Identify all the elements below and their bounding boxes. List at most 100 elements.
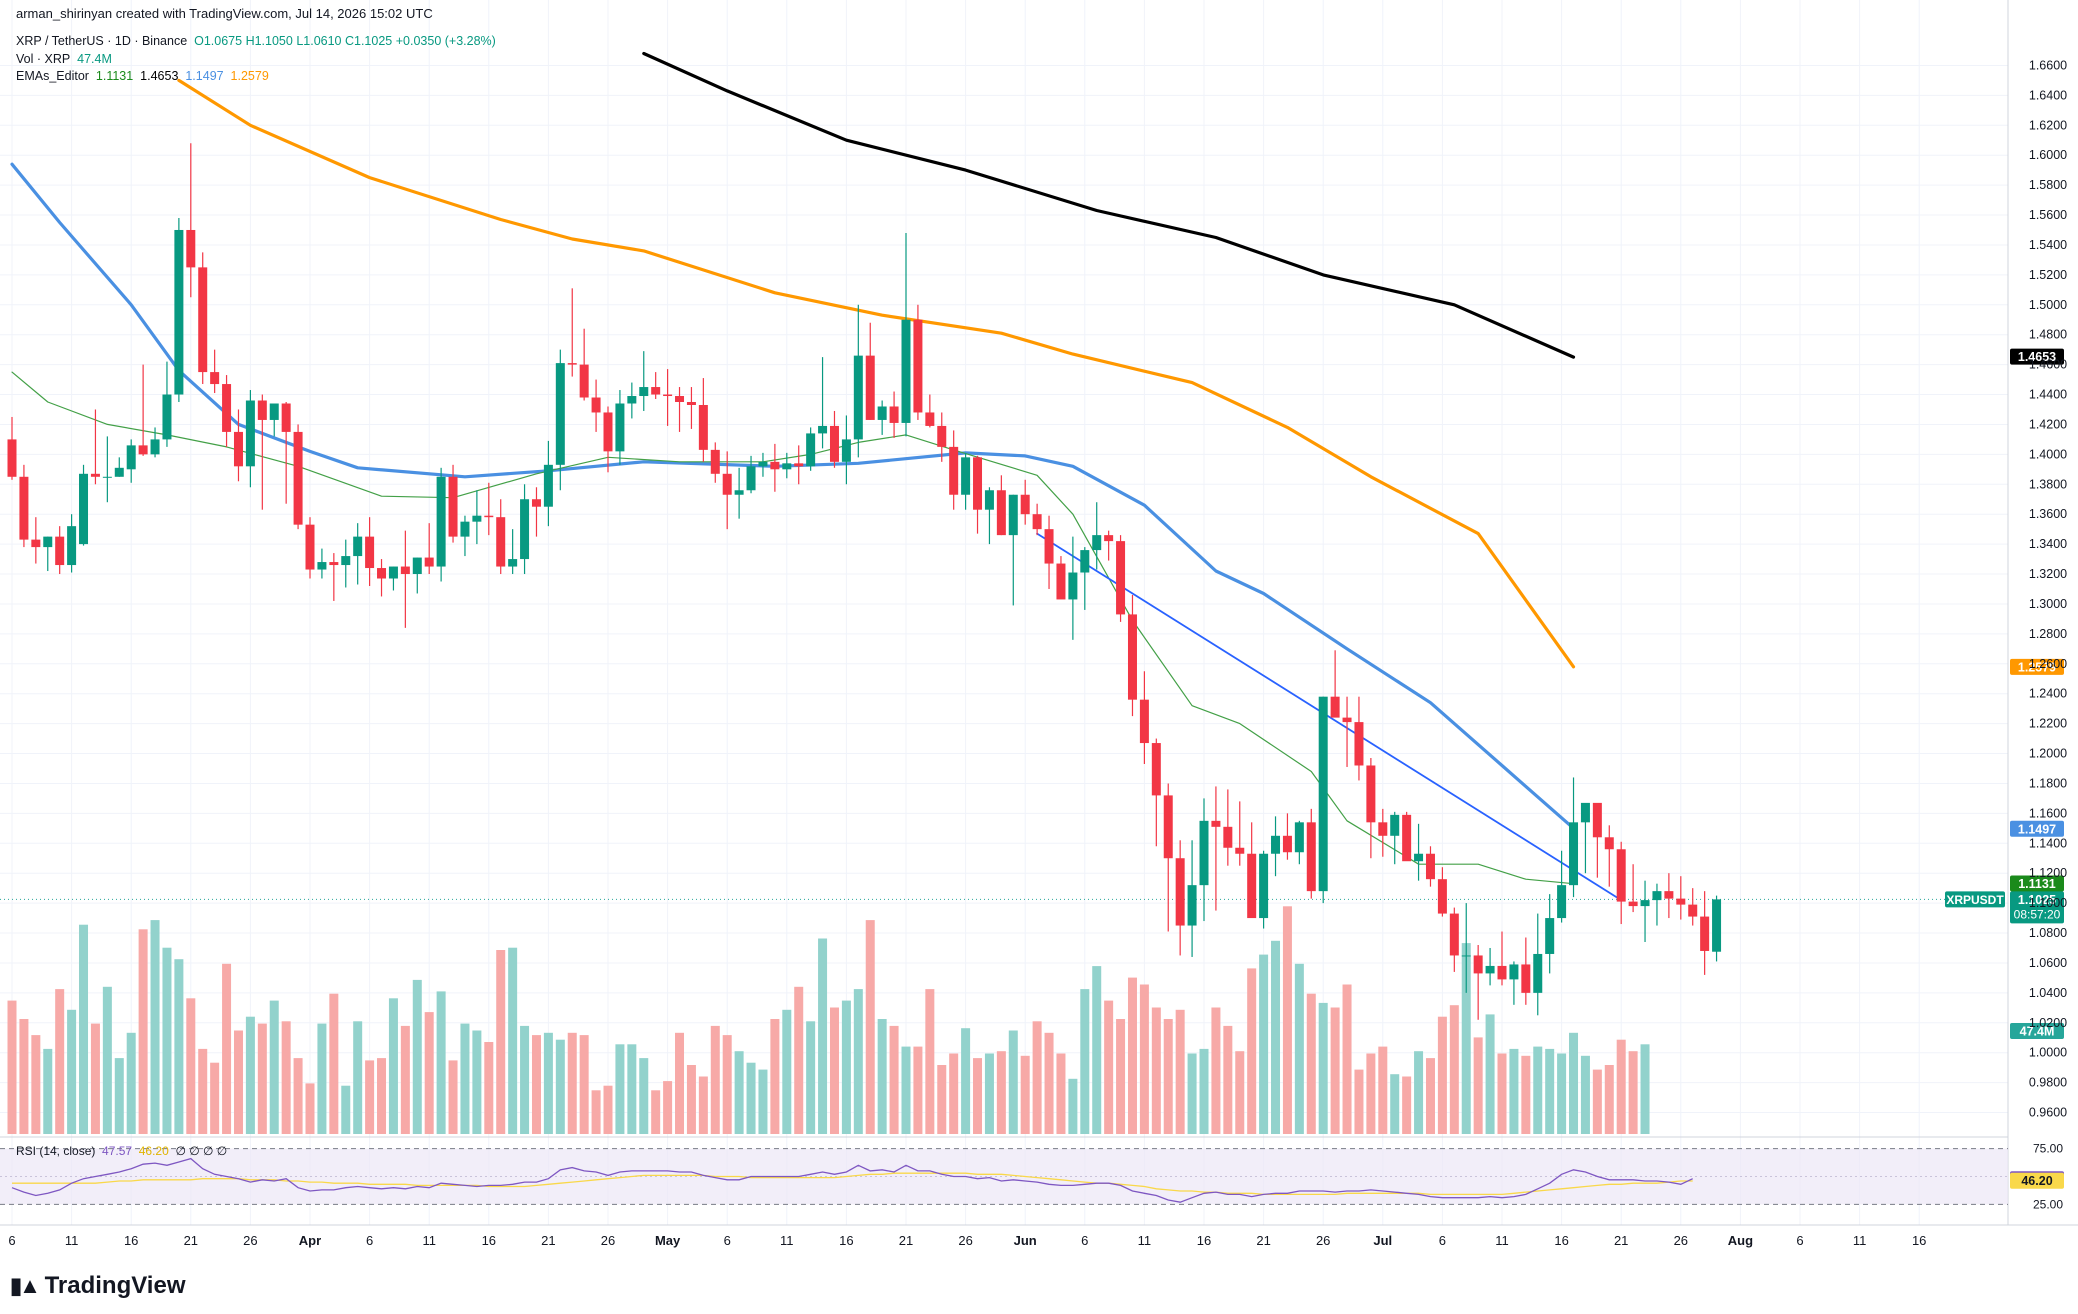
candle-body: [269, 403, 279, 420]
volume-bar: [686, 1065, 696, 1134]
volume-bar: [1020, 1055, 1030, 1134]
volume-bar: [317, 1023, 327, 1134]
candle-body: [245, 400, 255, 467]
candle-body: [377, 568, 387, 579]
time-axis-label: 11: [1138, 1233, 1152, 1248]
candle-body: [1676, 898, 1686, 905]
volume-legend[interactable]: Vol · XRP 47.4M: [16, 51, 112, 67]
volume-bar: [1080, 989, 1090, 1134]
volume-bar: [865, 920, 875, 1134]
candle-body: [1056, 563, 1066, 600]
volume-bar: [615, 1044, 625, 1134]
time-axis-label: 26: [243, 1233, 257, 1248]
candle-body: [1652, 891, 1662, 901]
time-axis-label: 16: [1912, 1233, 1926, 1248]
price-axis-label: 1.6000: [2029, 148, 2067, 162]
time-axis-label: 16: [1197, 1233, 1211, 1248]
time-axis-label: 6: [1796, 1233, 1803, 1248]
volume-bar: [567, 1032, 577, 1134]
last-price-label: 1.1025: [2018, 893, 2056, 907]
candle-body: [1712, 899, 1722, 952]
candle-body: [19, 476, 29, 540]
candle-body: [1235, 847, 1245, 854]
candle-body: [1545, 918, 1555, 954]
candle-body: [186, 229, 196, 268]
ema-line: [642, 51, 1576, 359]
volume-bar: [806, 1021, 816, 1134]
price-axis-label: 1.3600: [2029, 507, 2067, 521]
volume-bar: [102, 986, 112, 1134]
volume-bar: [90, 1023, 100, 1134]
ema-label[interactable]: EMAs_Editor: [16, 69, 89, 83]
volume-bar: [1247, 968, 1257, 1134]
time-axis-label: 21: [899, 1233, 913, 1248]
time-axis[interactable]: 6 11 16 21 26 Apr 6 11 16 21 26 May 6 11 16 21 26 Jun 6 11 1…: [8, 1233, 1926, 1248]
volume-bar: [412, 979, 422, 1134]
volume-bar: [1092, 966, 1102, 1134]
volume-bar: [555, 1039, 565, 1134]
volume-bar: [1139, 984, 1149, 1134]
rsi-pane[interactable]: 75.00 25.00 47.57 46.20: [0, 1142, 2064, 1212]
candle-body: [1318, 696, 1328, 892]
ema-legend[interactable]: EMAs_Editor 1.1131 1.4653 1.1497 1.2579: [16, 68, 269, 84]
symbol-title[interactable]: XRP / TetherUS · 1D · Binance: [16, 34, 188, 48]
candle-body: [138, 445, 148, 455]
ema-value-2: 1.4653: [140, 69, 179, 83]
volume-bar: [961, 1028, 971, 1134]
ema-value-4: 1.2579: [230, 69, 269, 83]
candle-body: [126, 445, 136, 470]
candle-body: [281, 403, 291, 432]
price-tag: [2010, 1022, 2064, 1039]
time-axis-label: 16: [839, 1233, 853, 1248]
price-axis-label: 1.5200: [2029, 268, 2067, 282]
time-axis-label: 6: [8, 1233, 15, 1248]
candle-body: [293, 431, 303, 525]
candle-body: [710, 449, 720, 474]
trend-line: [1036, 532, 1623, 901]
time-axis-label: 26: [601, 1233, 615, 1248]
candle-body: [365, 536, 375, 569]
candle-body: [1187, 885, 1197, 926]
price-axis[interactable]: 1.6600 1.6400 1.6200 1.6000 1.5800 1.5600 1.54…: [2029, 58, 2067, 1119]
volume-bar: [841, 1000, 851, 1134]
candle-body: [1342, 717, 1352, 723]
candle-body: [400, 566, 410, 575]
symbol-legend[interactable]: XRP / TetherUS · 1D · Binance O1.0675 H1…: [16, 33, 496, 49]
candle-body: [639, 387, 649, 397]
volume-bar: [1282, 906, 1292, 1134]
candle-body: [7, 439, 17, 477]
tradingview-logo[interactable]: ▮▲ TradingView: [10, 1272, 186, 1300]
price-tag: [2010, 658, 2064, 675]
volume-bar: [973, 1058, 983, 1134]
rsi-legend[interactable]: RSI (14, close) 47.57 46.20 ∅ ∅ ∅ ∅: [16, 1143, 227, 1159]
candle-body: [1414, 853, 1424, 862]
volume-bar: [1425, 1058, 1435, 1134]
candle-body: [1139, 699, 1149, 744]
price-axis-label: 1.5000: [2029, 298, 2067, 312]
candle-body: [508, 559, 518, 567]
time-axis-label: 21: [184, 1233, 198, 1248]
candle-body: [984, 490, 994, 510]
time-axis-label: 11: [1495, 1233, 1509, 1248]
time-axis-label: 21: [1614, 1233, 1628, 1248]
volume-bars: [7, 906, 1650, 1134]
volume-label[interactable]: Vol · XRP: [16, 52, 71, 66]
candle-body: [627, 396, 637, 404]
price-axis-label: 1.6200: [2029, 118, 2067, 132]
time-axis-label: 16: [124, 1233, 138, 1248]
ohlc-change: +0.0350 (+3.28%): [395, 34, 496, 48]
candle-body: [567, 363, 577, 365]
rsi-tag-label: 46.20: [2021, 1174, 2052, 1188]
rsi-label[interactable]: RSI (14, close): [16, 1144, 96, 1158]
price-axis-label: 1.2600: [2029, 657, 2067, 671]
volume-bar: [67, 1009, 77, 1134]
volume-bar: [591, 1090, 601, 1134]
time-axis-label: 26: [1316, 1233, 1330, 1248]
volume-bar: [1056, 1053, 1066, 1134]
time-axis-label: 21: [1256, 1233, 1270, 1248]
price-axis-label: 1.6600: [2029, 58, 2067, 72]
volume-value: 47.4M: [77, 52, 112, 66]
candle-body: [1437, 879, 1447, 914]
volume-bar: [1414, 1051, 1424, 1134]
